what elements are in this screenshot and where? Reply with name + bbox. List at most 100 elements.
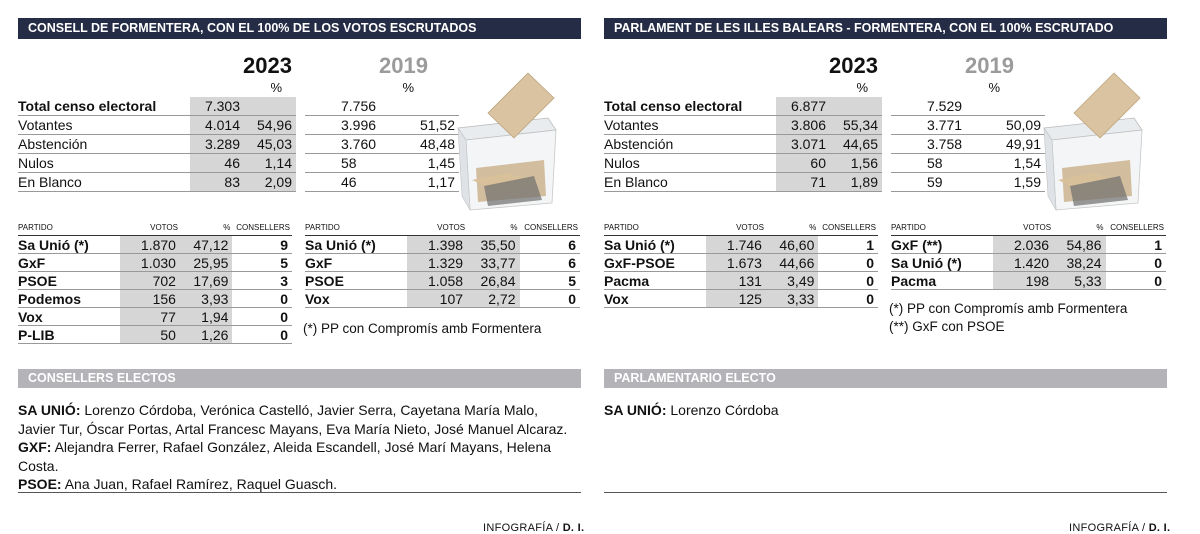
census-label: Abstención [18, 134, 190, 154]
party-row: GxF-PSOE 1.673 44,66 0 [604, 253, 878, 272]
census-row: 7.529 [891, 97, 1045, 116]
electos-party: GXF: [18, 439, 52, 455]
party-name: Vox [18, 307, 121, 326]
census-row: 58 1,45 [305, 153, 459, 173]
census-pct-2023: 44,65 [830, 134, 882, 154]
electos-header: CONSELLERS ELECTOS [18, 369, 581, 388]
census-row: 46 1,17 [305, 172, 459, 192]
credit-author: D. I. [1148, 522, 1171, 534]
census-pct-2019: 1,17 [403, 172, 459, 192]
census-row: 58 1,54 [891, 153, 1045, 173]
col-partido: PARTIDO [18, 221, 121, 236]
col-votos: VOTOS [993, 221, 1054, 236]
party-row: Sa Unió (*) 1.420 38,24 0 [891, 253, 1166, 272]
party-pct: 3,93 [179, 289, 233, 308]
col-seats: CONSELLERS [519, 221, 580, 236]
electos-names: Alejandra Ferrer, Rafael González, Aleid… [18, 439, 552, 474]
census-label: Abstención [604, 134, 776, 154]
census-value-2023: 83 [190, 172, 244, 192]
panel-consell: CONSELL DE FORMENTERA, CON EL 100% DE LO… [18, 18, 584, 534]
divider [18, 492, 581, 493]
census-value-2023: 71 [776, 172, 830, 192]
census-value-2023: 3.071 [776, 134, 830, 154]
census-row: En Blanco 83 2,09 [18, 172, 296, 192]
party-pct: 1,26 [179, 325, 233, 344]
census-pct-2023 [830, 97, 882, 116]
party-seats: 5 [519, 271, 580, 290]
census-pct-2023: 45,03 [244, 134, 296, 154]
party-row: Sa Unió (*) 1.870 47,12 9 [18, 235, 292, 254]
electos-paragraph: SA UNIÓ: Lorenzo Córdoba, Verónica Caste… [18, 401, 578, 438]
party-pct: 44,66 [765, 253, 819, 272]
census-row: 3.996 51,52 [305, 115, 459, 135]
electos-names: Lorenzo Córdoba [666, 402, 779, 418]
party-row: PSOE 1.058 26,84 5 [305, 271, 580, 290]
party-seats: 1 [818, 235, 878, 254]
census-pct-2019: 51,52 [403, 115, 459, 135]
col-pct: % [765, 221, 819, 236]
census-value-2023: 60 [776, 153, 830, 173]
census-value-2019: 59 [891, 172, 989, 192]
section-header: PARLAMENT DE LES ILLES BALEARS - FORMENT… [604, 18, 1167, 39]
census-value-2019: 46 [305, 172, 403, 192]
party-row: GxF 1.030 25,95 5 [18, 253, 292, 272]
col-partido: PARTIDO [604, 221, 707, 236]
party-seats: 0 [1105, 271, 1166, 290]
party-row: PSOE 702 17,69 3 [18, 271, 292, 290]
credit-author: D. I. [562, 522, 585, 534]
census-pct-2019: 49,91 [989, 134, 1045, 154]
census-pct-2023: 54,96 [244, 115, 296, 135]
year-2023-label: 2023 [829, 53, 878, 78]
census-label: En Blanco [604, 172, 776, 192]
party-row: Pacma 131 3,49 0 [604, 271, 878, 290]
party-row: Vox 77 1,94 0 [18, 307, 292, 326]
census-value-2019: 3.771 [891, 115, 989, 135]
party-votes: 1.870 [120, 235, 180, 254]
census-value-2023: 6.877 [776, 97, 830, 116]
col-pct: % [179, 221, 233, 236]
party-votes: 50 [120, 325, 180, 344]
census-row: Total censo electoral 6.877 [604, 97, 882, 116]
party-name: GxF [305, 253, 408, 272]
party-pct: 5,33 [1053, 271, 1106, 290]
census-value-2019: 3.760 [305, 134, 403, 154]
year-2023-label: 2023 [243, 53, 292, 78]
census-pct-2019: 1,54 [989, 153, 1045, 173]
party-name: Podemos [18, 289, 121, 308]
year-2019-label: 2019 [379, 53, 428, 78]
electos-party: SA UNIÓ: [18, 402, 81, 418]
ballot-box-icon [448, 68, 558, 213]
census-label: Votantes [18, 115, 190, 135]
party-name: GxF [18, 253, 121, 272]
col-seats: CONSELLERS [232, 221, 292, 236]
col-votos: VOTOS [706, 221, 766, 236]
party-row: Podemos 156 3,93 0 [18, 289, 292, 308]
census-row: 59 1,59 [891, 172, 1045, 192]
col-votos: VOTOS [407, 221, 468, 236]
party-name: Pacma [891, 271, 994, 290]
party-votes: 125 [706, 289, 766, 308]
electos-names: Lorenzo Córdoba, Verónica Castelló, Javi… [18, 402, 568, 437]
footnote-1: (*) PP con Compromís amb Formentera [889, 301, 1128, 316]
party-pct: 46,60 [765, 235, 819, 254]
census-label: Total censo electoral [604, 97, 776, 116]
census-row: Nulos 46 1,14 [18, 153, 296, 173]
census-value-2023: 46 [190, 153, 244, 173]
credit-prefix: INFOGRAFÍA / [483, 522, 563, 534]
party-name: Pacma [604, 271, 707, 290]
electos-list: SA UNIÓ: Lorenzo Córdoba [604, 401, 1164, 420]
census-label: En Blanco [18, 172, 190, 192]
party-name: Sa Unió (*) [18, 235, 121, 254]
census-table-2019: 7.756 3.996 51,52 3.760 48,48 58 1,45 46 1,17 [305, 97, 459, 192]
party-row: Vox 107 2,72 0 [305, 289, 580, 308]
panel-parlament: PARLAMENT DE LES ILLES BALEARS - FORMENT… [604, 18, 1170, 534]
col-partido: PARTIDO [305, 221, 408, 236]
party-votes: 1.058 [407, 271, 468, 290]
party-name: GxF-PSOE [604, 253, 707, 272]
year-2019-label: 2019 [965, 53, 1014, 78]
parties-table-2019: PARTIDO VOTOS % CONSELLERS Sa Unió (*) 1.… [305, 221, 580, 308]
party-seats: 6 [519, 253, 580, 272]
party-seats: 0 [818, 271, 878, 290]
census-row: Votantes 3.806 55,34 [604, 115, 882, 135]
parties-table-2023: PARTIDO VOTOS % CONSELLERS Sa Unió (*) 1.… [18, 221, 292, 344]
